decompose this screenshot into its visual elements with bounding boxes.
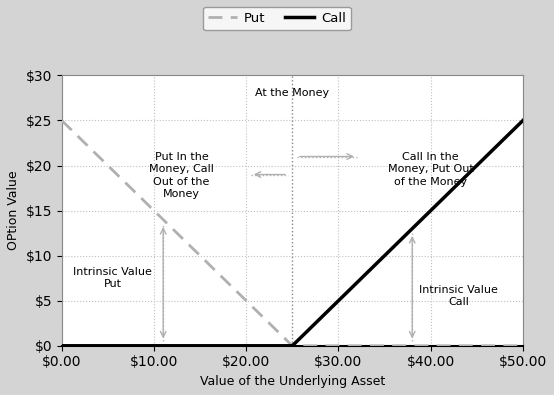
Call — [280, 343, 287, 348]
Call — [333, 301, 340, 305]
Call — [437, 199, 443, 204]
Put — [437, 343, 444, 348]
Put — [278, 332, 284, 337]
Text: Call In the
Money, Put Out
of the Money: Call In the Money, Put Out of the Money — [388, 152, 474, 187]
Put — [280, 335, 287, 340]
Put — [289, 343, 296, 348]
X-axis label: Value of the Underlying Asset: Value of the Underlying Asset — [199, 375, 385, 388]
Put — [520, 343, 526, 348]
Put — [309, 343, 316, 348]
Legend: Put, Call: Put, Call — [203, 7, 351, 30]
Line: Put: Put — [61, 120, 523, 346]
Put — [334, 343, 341, 348]
Line: Call: Call — [61, 120, 523, 346]
Text: Put In the
Money, Call
Out of the
Money: Put In the Money, Call Out of the Money — [149, 152, 214, 199]
Call — [278, 343, 284, 348]
Call — [58, 343, 65, 348]
Put — [58, 118, 65, 123]
Put — [510, 343, 516, 348]
Text: Intrinsic Value
Call: Intrinsic Value Call — [419, 285, 498, 307]
Call — [308, 325, 315, 330]
Call — [509, 129, 515, 134]
Call — [520, 118, 526, 123]
Text: Intrinsic Value
Put: Intrinsic Value Put — [73, 267, 152, 290]
Y-axis label: OPtion Value: OPtion Value — [7, 171, 20, 250]
Text: At the Money: At the Money — [255, 88, 330, 98]
